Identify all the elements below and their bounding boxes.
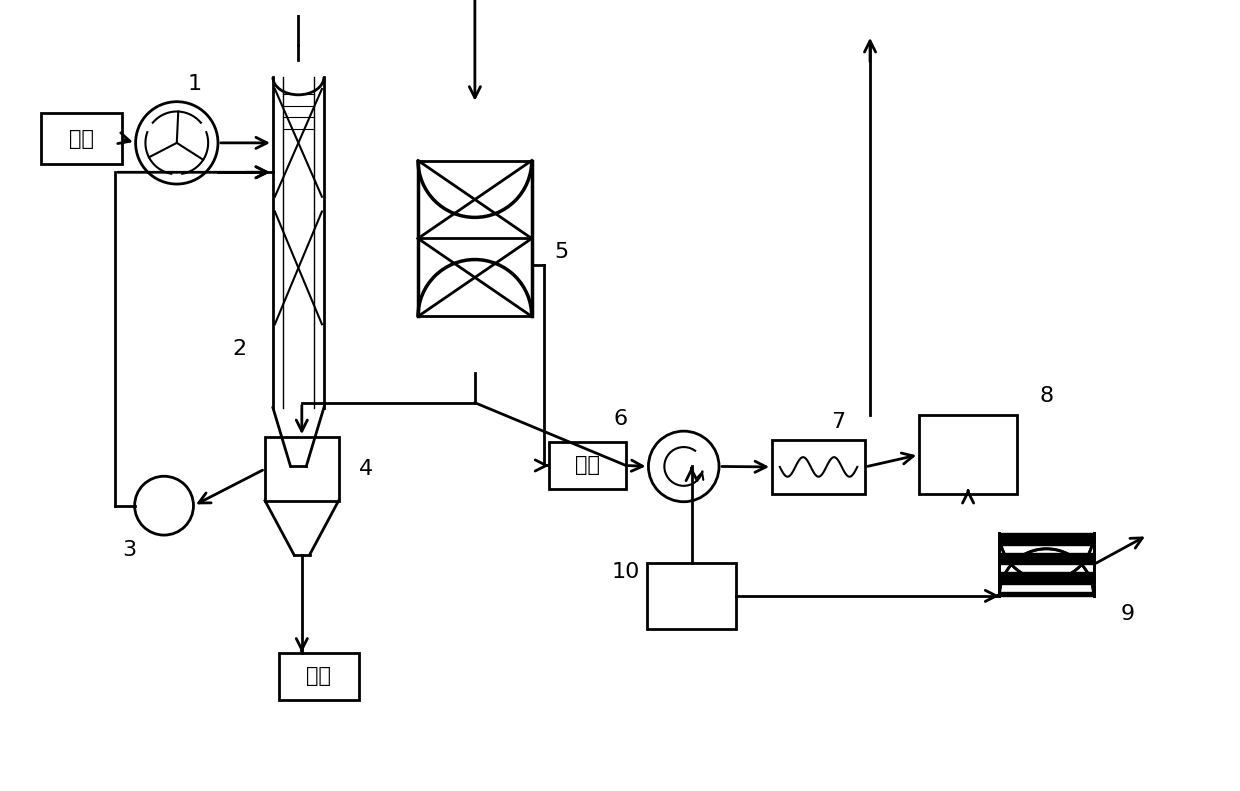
Text: 5: 5 <box>554 242 568 262</box>
Text: 4: 4 <box>358 459 373 479</box>
Text: 10: 10 <box>611 562 640 582</box>
Text: 废气: 废气 <box>69 129 94 149</box>
Text: 1: 1 <box>187 74 202 94</box>
Text: 8: 8 <box>1039 386 1054 406</box>
Bar <box>919 415 1017 494</box>
Text: 3: 3 <box>123 539 136 560</box>
Bar <box>265 437 339 501</box>
Bar <box>773 440 866 494</box>
Bar <box>549 442 626 489</box>
Text: 硫磺: 硫磺 <box>306 666 331 687</box>
Bar <box>41 113 122 165</box>
Text: 6: 6 <box>614 410 627 430</box>
Text: 2: 2 <box>232 339 247 359</box>
Text: 7: 7 <box>831 412 846 433</box>
Text: 空气: 空气 <box>575 456 600 475</box>
Text: 9: 9 <box>1121 604 1135 623</box>
Bar <box>647 562 735 629</box>
Bar <box>279 653 360 700</box>
